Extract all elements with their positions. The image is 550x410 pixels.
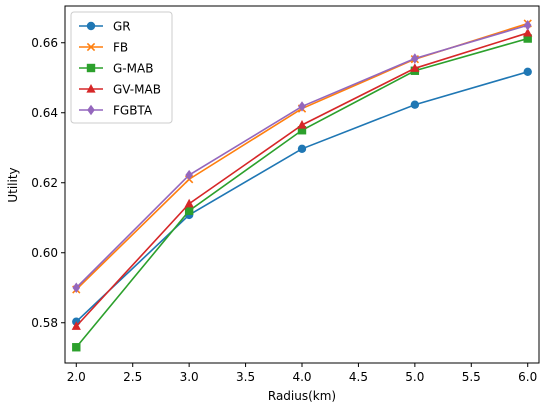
y-tick-label: 0.62 [31, 176, 58, 190]
data-point [523, 67, 532, 77]
data-point [185, 169, 193, 181]
data-point [297, 144, 307, 153]
y-tick-label: 0.60 [31, 246, 58, 260]
data-point [71, 321, 81, 330]
data-point [72, 282, 81, 293]
y-axis-label: Utility [6, 167, 20, 202]
legend-item-g-mab: G-MAB [79, 62, 153, 76]
data-point [184, 206, 194, 215]
legend-marker [86, 21, 96, 31]
legend-box [70, 11, 173, 124]
legend-marker [86, 84, 96, 93]
legend-label: FGBTA [113, 104, 153, 118]
legend-item-fgbta: FGBTA [79, 104, 153, 118]
x-axis-ticks: 2.0 2.5 3.0 3.5 4.0 4.5 5.0 5.5 6.0 [67, 363, 537, 384]
legend-label: FB [113, 41, 128, 55]
legend-item-gv-mab: GV-MAB [79, 83, 161, 97]
data-point [72, 343, 81, 352]
data-point [523, 20, 532, 31]
series-fgbta [72, 20, 532, 293]
data-point [523, 27, 533, 37]
data-point [297, 126, 307, 135]
y-tick-label: 0.64 [31, 106, 58, 120]
legend-label: GV-MAB [113, 83, 161, 97]
legend-label: GR [113, 20, 131, 34]
x-tick-label: 6.0 [518, 370, 537, 384]
x-axis-label: Radius(km) [268, 389, 336, 403]
legend-marker [86, 63, 96, 73]
x-tick-label: 5.5 [462, 370, 481, 384]
y-tick-label: 0.66 [31, 36, 58, 50]
legend: GR FB G-MAB GV-MAB FGBTA [70, 11, 173, 124]
x-tick-label: 3.5 [236, 370, 255, 384]
data-point [184, 198, 194, 208]
x-tick-label: 4.0 [292, 370, 311, 384]
x-tick-label: 3.0 [180, 370, 199, 384]
legend-item-gr: GR [79, 20, 131, 34]
legend-item-fb: FB [79, 41, 128, 55]
legend-label: G-MAB [113, 62, 153, 76]
series-gv-mab [71, 27, 533, 330]
data-point [523, 34, 532, 43]
x-tick-label: 5.0 [405, 370, 424, 384]
legend-marker [87, 104, 95, 116]
legend-marker [86, 42, 96, 52]
x-tick-label: 2.0 [67, 370, 86, 384]
y-tick-label: 0.58 [31, 316, 58, 330]
x-tick-label: 2.5 [123, 370, 142, 384]
data-point [411, 53, 419, 64]
data-point [410, 100, 420, 109]
plot-area [71, 19, 533, 352]
y-axis-ticks: 0.58 0.60 0.62 0.64 0.66 [31, 36, 65, 330]
data-point [410, 63, 420, 72]
data-point [297, 120, 307, 129]
data-point [298, 101, 306, 112]
x-tick-label: 4.5 [349, 370, 368, 384]
